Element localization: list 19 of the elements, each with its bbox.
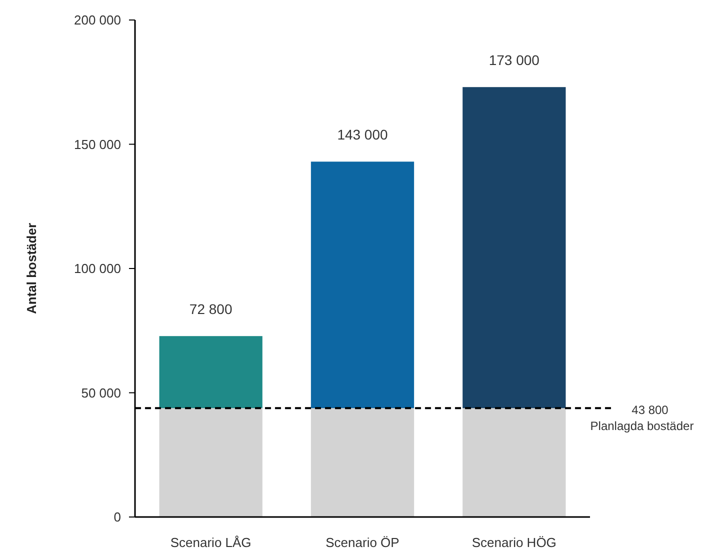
total-label: 173 000 bbox=[488, 52, 540, 68]
y-axis-title: Antal bostäder bbox=[24, 222, 39, 314]
bar bbox=[159, 336, 262, 408]
total-label: 143 000 bbox=[337, 126, 388, 143]
bar bbox=[159, 408, 262, 517]
bar bbox=[310, 162, 414, 408]
x-tick-label: Scenario HÖG bbox=[472, 535, 556, 550]
ref-line-label: 43 800 Planlagda bostäder bbox=[590, 403, 694, 434]
y-tick-label: 200 000 bbox=[74, 12, 121, 28]
total-label: 72 800 bbox=[189, 301, 232, 318]
x-tick-label: Scenario LÅG bbox=[170, 535, 252, 550]
y-tick-label: 50 000 bbox=[81, 385, 121, 400]
y-tick-label: 150 000 bbox=[74, 136, 121, 152]
bar bbox=[462, 87, 566, 408]
bar bbox=[310, 408, 414, 517]
y-tick-label: 100 000 bbox=[74, 261, 121, 276]
x-tick-label: Scenario ÖP bbox=[326, 535, 400, 550]
bar bbox=[462, 408, 566, 517]
y-tick-label: 0 bbox=[114, 510, 121, 525]
